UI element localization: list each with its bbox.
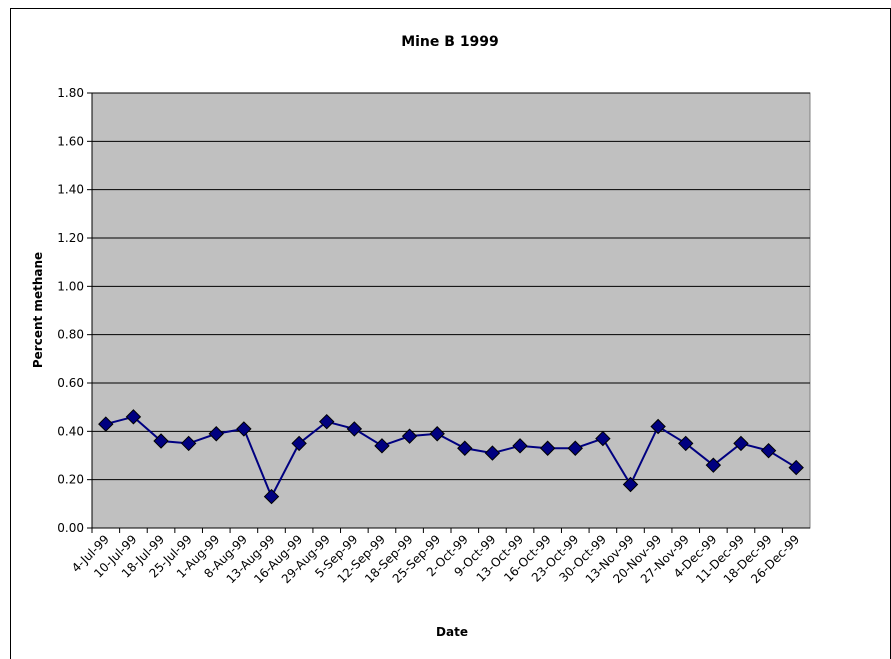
data-point xyxy=(650,418,666,435)
data-point xyxy=(208,426,224,442)
data-point xyxy=(291,435,307,452)
data-point xyxy=(539,440,556,456)
data-point xyxy=(567,440,583,456)
plot-area xyxy=(91,92,811,529)
data-point xyxy=(622,476,639,493)
y-tick-label: 1.40 xyxy=(57,183,84,197)
y-tick-label: 0.40 xyxy=(57,424,84,438)
data-point xyxy=(98,416,114,432)
data-point xyxy=(236,421,252,437)
data-point xyxy=(457,440,473,456)
data-point xyxy=(595,430,611,447)
data-point xyxy=(180,435,197,452)
y-tick-label: 1.00 xyxy=(57,279,84,293)
y-axis-label: Percent methane xyxy=(31,252,45,368)
x-axis-label: Date xyxy=(436,625,468,639)
data-point xyxy=(484,445,501,461)
data-point xyxy=(374,438,390,454)
data-point xyxy=(788,459,804,476)
data-point xyxy=(705,457,722,473)
data-point xyxy=(125,409,142,425)
data-point xyxy=(429,426,445,442)
data-point xyxy=(678,435,694,452)
data-point xyxy=(346,421,363,437)
chart-title: Mine B 1999 xyxy=(401,34,499,50)
data-point xyxy=(512,438,528,454)
y-tick-label: 0.00 xyxy=(57,521,84,535)
data-point xyxy=(401,428,418,444)
y-tick-label: 0.20 xyxy=(57,473,84,487)
data-point xyxy=(153,433,169,449)
y-tick-label: 1.80 xyxy=(57,86,84,100)
data-point xyxy=(733,435,749,452)
y-tick-label: 0.60 xyxy=(57,376,84,390)
data-point xyxy=(760,442,777,459)
data-point xyxy=(319,413,335,430)
y-tick-label: 1.60 xyxy=(57,134,84,148)
y-tick-label: 1.20 xyxy=(57,231,84,245)
y-tick-label: 0.80 xyxy=(57,328,84,342)
data-point xyxy=(263,488,280,505)
